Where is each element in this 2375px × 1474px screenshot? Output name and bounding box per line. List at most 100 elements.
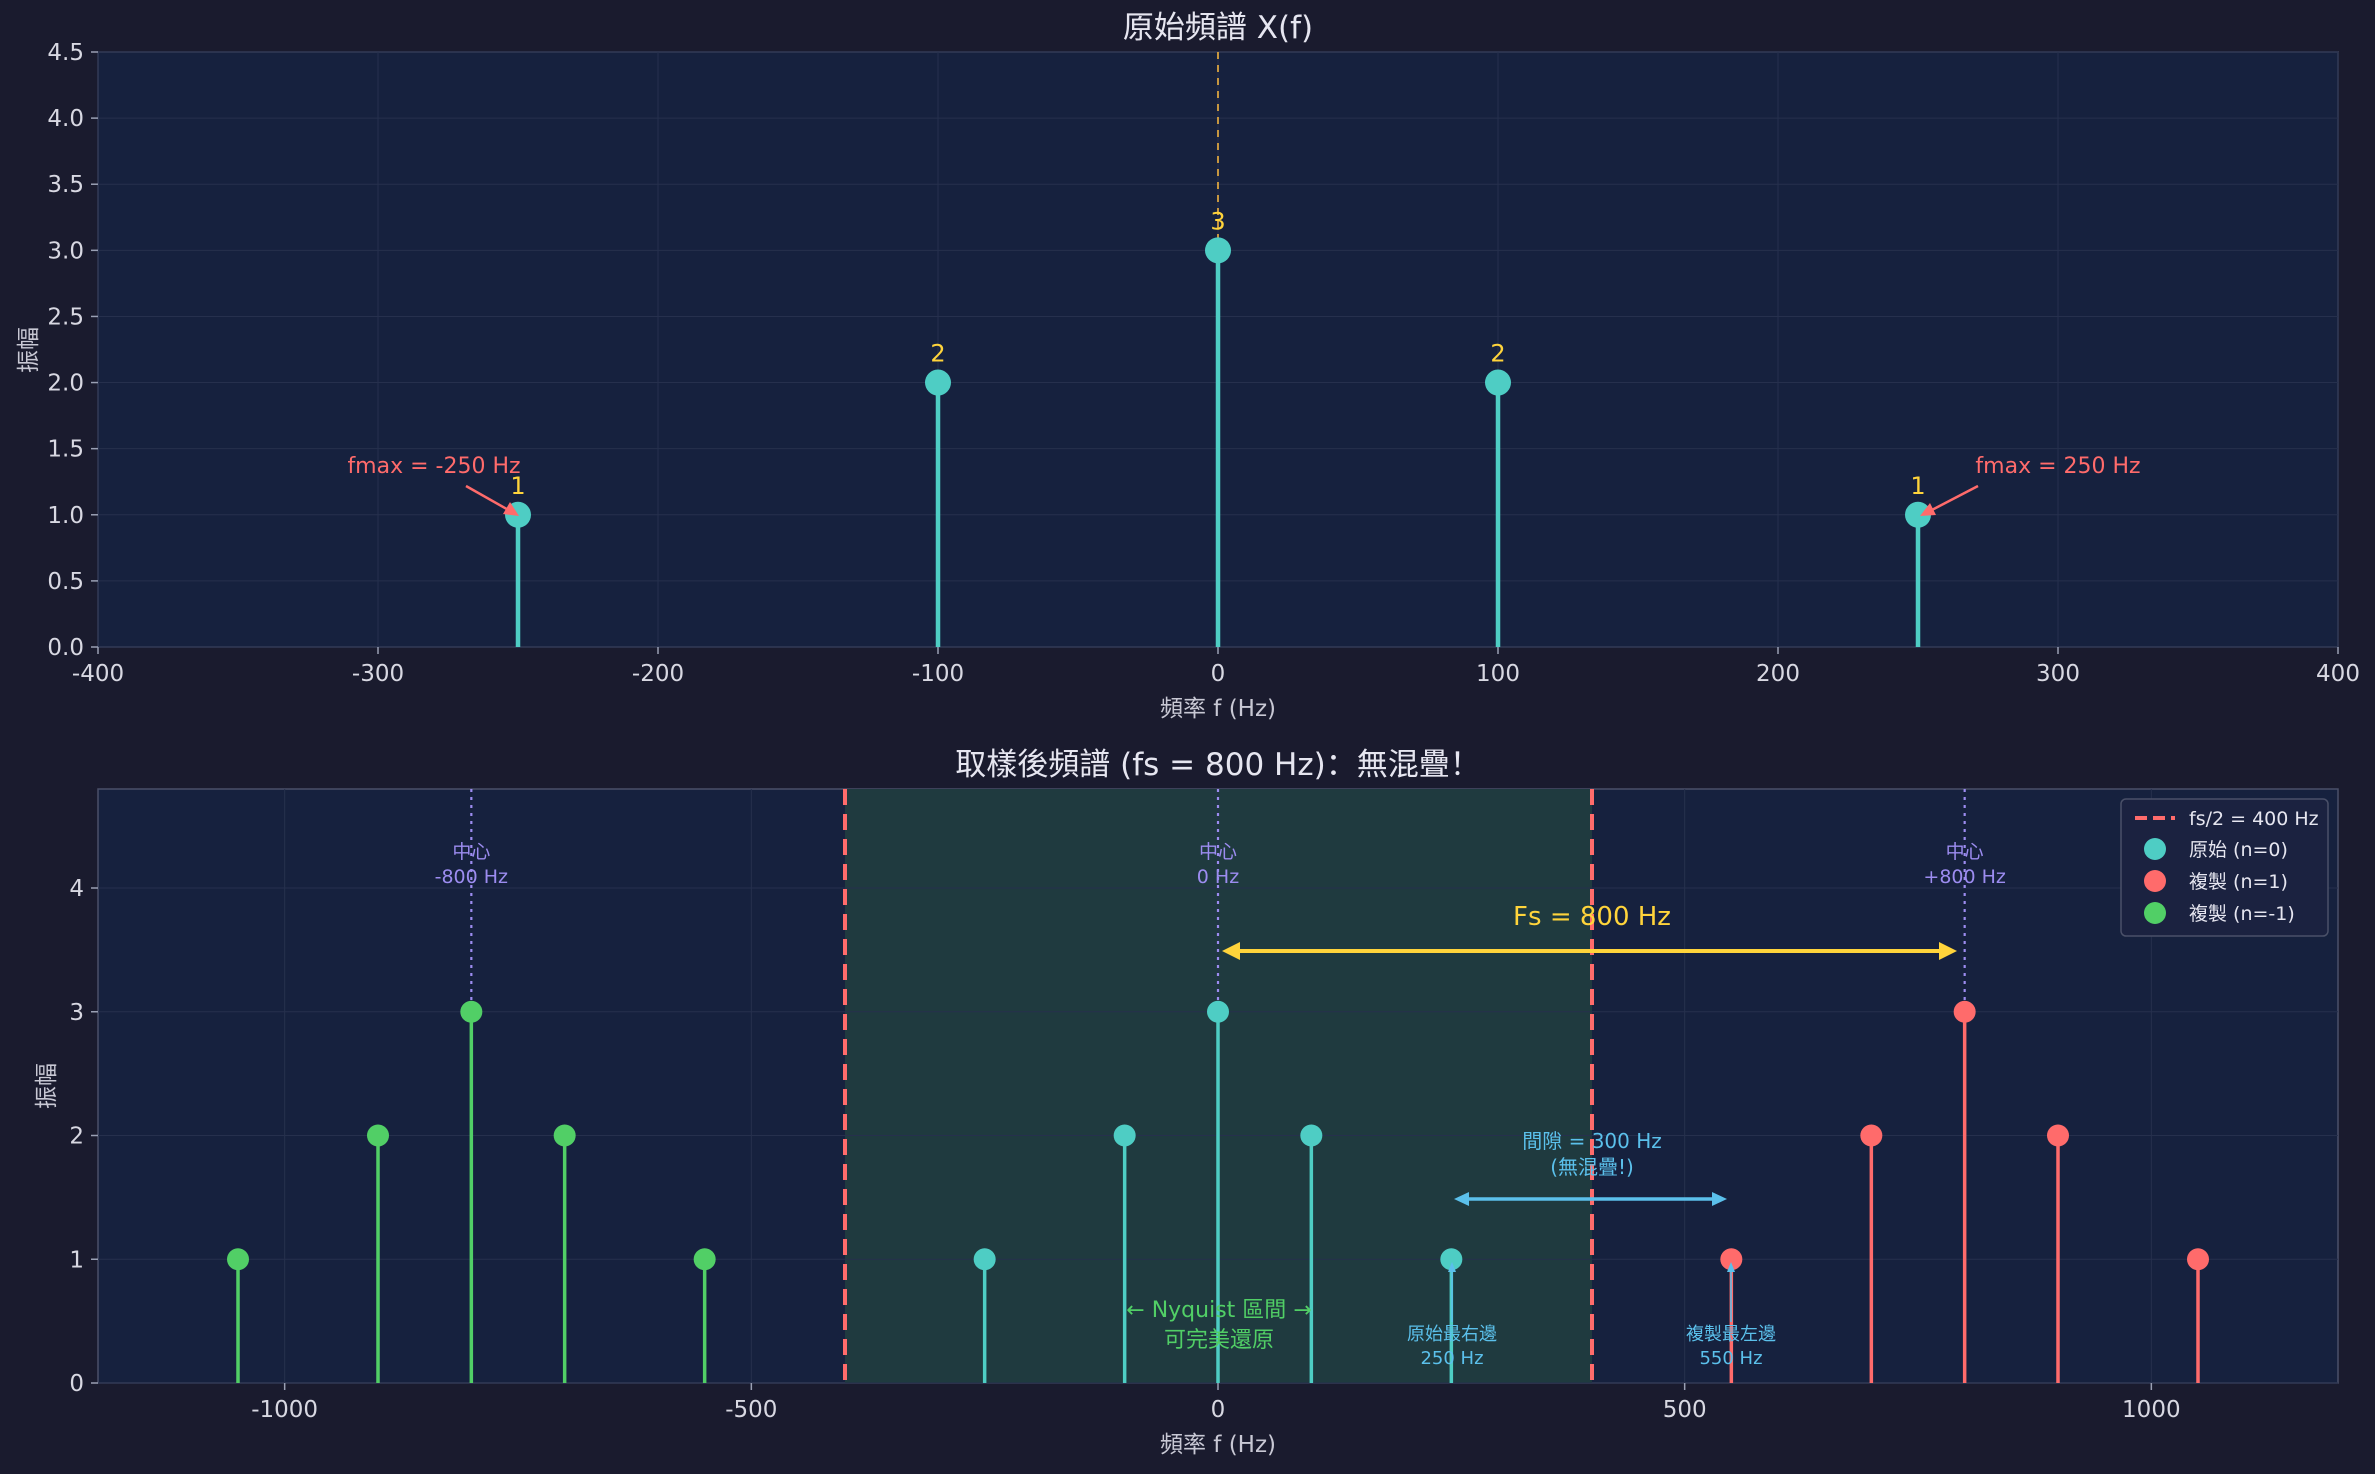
center-label-1: 中心	[452, 841, 490, 863]
top-stem-value-label: 3	[1210, 207, 1225, 235]
top-stem-value-label: 1	[510, 472, 525, 500]
bottom-x-ticks: -1000 -500 0 500 1000	[251, 1383, 2181, 1423]
fs-arrowhead-right	[1939, 942, 1957, 960]
edge-label-rep-2: 550 Hz	[1699, 1348, 1762, 1369]
bottom-stem-marker	[553, 1124, 576, 1147]
legend-swatch-replica-neg	[2144, 902, 2166, 924]
top-title: 原始頻譜 X(f)	[1123, 10, 1313, 46]
top-x-tick-label: 400	[2316, 661, 2360, 687]
top-xlabel: 頻率 f (Hz)	[1160, 696, 1276, 722]
top-x-tick-label: -200	[632, 661, 684, 687]
top-stem-marker	[1205, 237, 1231, 264]
gap-label-2: (無混疊!)	[1550, 1155, 1634, 1179]
bottom-y-tick-label: 3	[69, 1000, 84, 1026]
top-y-tick-label: 2.5	[47, 304, 84, 330]
top-x-tick-label: -100	[912, 661, 964, 687]
legend-box	[2120, 798, 2329, 937]
bottom-ylabel: 振幅	[34, 1063, 60, 1109]
center-label-1: 中心	[1199, 841, 1237, 863]
top-x-tick-label: 300	[2036, 661, 2080, 687]
center-label-2: +800 Hz	[1923, 866, 2006, 888]
top-x-tick-label: -400	[72, 661, 124, 687]
bottom-y-tick-label: 0	[69, 1371, 84, 1397]
legend-label-replica-pos: 複製 (n=1)	[2189, 871, 2288, 893]
fs-arrow-label: Fs = 800 Hz	[1513, 902, 1671, 932]
bottom-x-tick-label: -500	[725, 1397, 777, 1423]
bottom-stem-marker	[973, 1248, 996, 1271]
legend-swatch-replica-pos	[2144, 870, 2166, 892]
annotation-arrow-pos	[1927, 484, 1979, 514]
top-y-tick-label: 0.0	[47, 635, 84, 661]
bottom-x-tick-label: -1000	[251, 1397, 318, 1423]
gap-arrowhead-right	[1712, 1192, 1727, 1206]
legend-label-nyquist: fs/2 = 400 Hz	[2189, 808, 2319, 830]
annotation-arrowhead-pos	[1920, 503, 1936, 516]
top-y-ticks: 0.0 0.5 1.0 1.5 2.0 2.5 3.0 3.5 4.0 4.5	[47, 40, 98, 661]
edge-label-orig-1: 原始最右邊	[1407, 1324, 1497, 1345]
bottom-stem-marker	[2187, 1248, 2209, 1271]
annotation-fmax-neg: fmax = -250 Hz	[347, 454, 520, 479]
bottom-stem-marker	[1720, 1248, 1743, 1271]
bottom-xlabel: 頻率 f (Hz)	[1160, 1432, 1276, 1458]
edge-label-orig-2: 250 Hz	[1420, 1348, 1483, 1369]
bottom-x-tick-label: 500	[1663, 1397, 1707, 1423]
top-x-tick-label: 200	[1756, 661, 1800, 687]
bottom-stem-marker	[1300, 1124, 1323, 1147]
bottom-stem-marker	[1113, 1124, 1136, 1147]
gap-arrowhead-left	[1454, 1192, 1469, 1206]
center-label-1: 中心	[1946, 841, 1984, 863]
bottom-stem-marker	[460, 1000, 483, 1023]
top-stem-marker	[1485, 369, 1511, 396]
bottom-stem-marker	[693, 1248, 716, 1271]
top-y-tick-label: 4.5	[47, 40, 84, 66]
annotation-arrow-neg	[465, 484, 513, 514]
top-y-tick-label: 3.5	[47, 172, 84, 198]
edge-label-rep-1: 複製最左邊	[1686, 1324, 1776, 1345]
top-x-tick-label: 0	[1211, 661, 1226, 687]
bottom-y-tick-label: 1	[69, 1247, 84, 1273]
center-label-2: 0 Hz	[1197, 866, 1239, 888]
top-stem-marker	[1905, 501, 1931, 528]
bottom-stem-marker	[2047, 1124, 2069, 1147]
legend-label-replica-neg: 複製 (n=-1)	[2189, 903, 2295, 925]
bottom-x-tick-label: 1000	[2122, 1397, 2181, 1423]
gap-label-1: 間隙 = 300 Hz	[1522, 1129, 1662, 1153]
top-y-tick-label: 0.5	[47, 569, 84, 595]
fs-arrowhead-left	[1222, 942, 1240, 960]
bottom-stem-marker	[1440, 1248, 1463, 1271]
legend: fs/2 = 400 Hz 原始 (n=0) 複製 (n=1) 複製 (n=-1…	[2120, 798, 2329, 937]
bottom-stem-marker	[227, 1248, 249, 1271]
edge-pointer-orig-head	[1448, 1262, 1456, 1272]
bottom-y-tick-label: 4	[69, 876, 84, 902]
edge-pointer-rep-head	[1727, 1262, 1735, 1272]
bottom-stem-marker	[1953, 1000, 1976, 1023]
top-stem-marker	[925, 369, 951, 396]
bottom-stems	[227, 1000, 2209, 1383]
top-y-tick-label: 4.0	[47, 106, 84, 132]
top-y-tick-label: 2.0	[47, 371, 84, 397]
nyquist-text-2: 可完美還原	[1164, 1328, 1274, 1353]
top-stem-value-label: 1	[1910, 472, 1925, 500]
bottom-stem-marker	[367, 1124, 389, 1147]
bottom-y-ticks: 0 1 2 3 4	[69, 876, 98, 1397]
top-y-tick-label: 3.0	[47, 238, 84, 264]
top-y-tick-label: 1.0	[47, 503, 84, 529]
annotation-fmax-pos: fmax = 250 Hz	[1975, 454, 2140, 479]
top-stem-value-label: 2	[930, 340, 945, 368]
bottom-stem-marker	[1207, 1000, 1229, 1023]
top-x-tick-label: 100	[1476, 661, 1520, 687]
top-x-ticks: -400 -300 -200 -100 0 100 200 300 400	[72, 647, 2360, 687]
bottom-x-tick-label: 0	[1211, 1397, 1226, 1423]
bottom-y-tick-label: 2	[69, 1124, 84, 1150]
top-ylabel: 振幅	[16, 327, 42, 373]
annotation-arrowhead-neg	[503, 502, 519, 516]
bottom-title: 取樣後頻譜 (fs = 800 Hz)：無混疊！	[955, 747, 1480, 783]
legend-label-original: 原始 (n=0)	[2189, 839, 2288, 861]
top-y-tick-label: 1.5	[47, 437, 84, 463]
legend-swatch-original	[2144, 838, 2166, 860]
nyquist-text-1: ← Nyquist 區間 →	[1126, 1298, 1311, 1323]
bottom-stem-marker	[1860, 1124, 1883, 1147]
top-x-tick-label: -300	[352, 661, 404, 687]
